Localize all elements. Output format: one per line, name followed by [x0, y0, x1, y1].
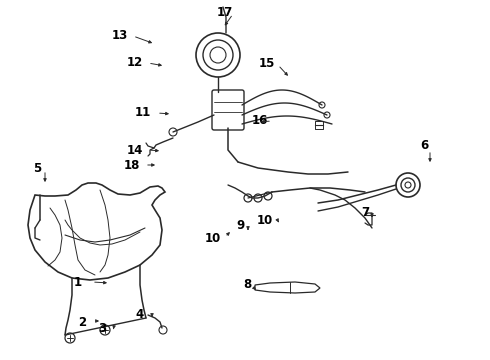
Text: 7: 7 [361, 206, 369, 219]
Text: 6: 6 [420, 139, 428, 152]
Text: 16: 16 [252, 113, 268, 126]
Text: 9: 9 [236, 219, 244, 231]
Text: 14: 14 [127, 144, 143, 157]
Text: 3: 3 [98, 321, 106, 334]
Text: 13: 13 [112, 28, 128, 41]
Text: 10: 10 [205, 231, 221, 244]
Text: 12: 12 [127, 55, 143, 68]
Text: 1: 1 [74, 275, 82, 288]
Text: 15: 15 [259, 57, 275, 69]
Text: 2: 2 [78, 315, 86, 328]
Text: 17: 17 [217, 5, 233, 18]
Text: 11: 11 [135, 105, 151, 118]
Text: 10: 10 [257, 213, 273, 226]
Text: 5: 5 [33, 162, 41, 175]
Text: 4: 4 [136, 309, 144, 321]
Text: 18: 18 [124, 158, 140, 171]
Text: 8: 8 [243, 279, 251, 292]
